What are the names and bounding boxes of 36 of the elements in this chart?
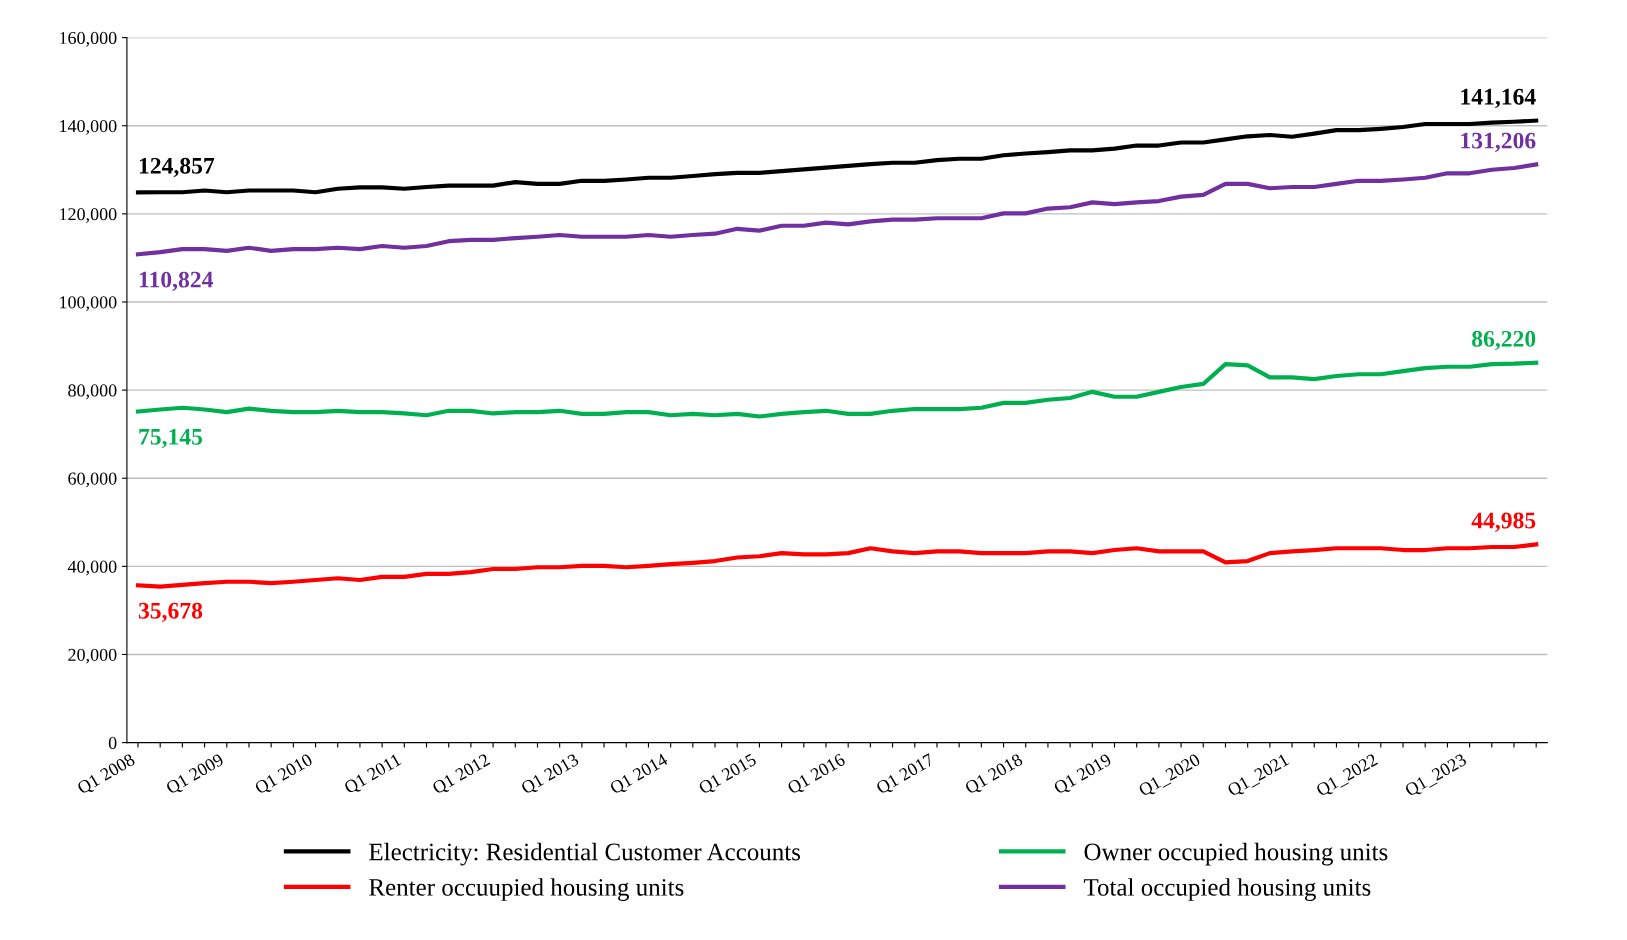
x-tick-label: Q1 2015 [697,753,759,797]
legend-label: Renter occuupied housing units [369,878,684,901]
x-tick-label: Q1 2018 [964,753,1025,797]
data-label: 124,857 [139,157,215,178]
y-tick-label: 0 [108,736,117,750]
x-tick-label: Q1 2012 [431,753,492,797]
y-tick-label: 20,000 [68,648,117,664]
line-series [135,360,1539,419]
x-tick-label: Q1 2016 [786,753,848,797]
x-tick-label: Q1 2009 [165,753,226,797]
x-tick-label: Q1 2019 [1052,753,1114,797]
y-tick-label: 160,000 [60,31,117,47]
x-tick-label: Q1 2008 [76,753,137,797]
y-tick-label: 120,000 [60,208,117,223]
x-tick-label: Q1 2013 [520,753,581,797]
data-label: 35,678 [138,602,203,623]
x-tick-label: Q1 2017 [875,753,937,797]
y-tick-label: 140,000 [60,119,117,135]
data-label: 131,206 [1461,132,1536,152]
line-series [135,118,1539,195]
x-tick-label: Q1 2014 [609,752,670,797]
line-series [135,542,1539,589]
y-tick-label: 100,000 [60,296,117,312]
x-tick-label: Q1 2011 [343,753,403,797]
data-label: 141,164 [1461,88,1536,109]
data-label: 86,220 [1472,330,1536,351]
y-tick-label: 40,000 [67,560,117,576]
data-label: 44,985 [1471,512,1536,532]
legend-label: Total occupied housing units [1083,878,1371,901]
legend-label: Owner occupied housing units [1084,842,1388,866]
data-label: 110,824 [139,271,213,291]
y-tick-label: 60,000 [68,472,117,488]
y-tick-label: 80,000 [68,384,117,400]
data-label: 75,145 [139,428,203,449]
x-tick-label: Q1 2010 [253,753,315,797]
legend-label: Electricity: Residential Customer Accounts [369,842,801,866]
